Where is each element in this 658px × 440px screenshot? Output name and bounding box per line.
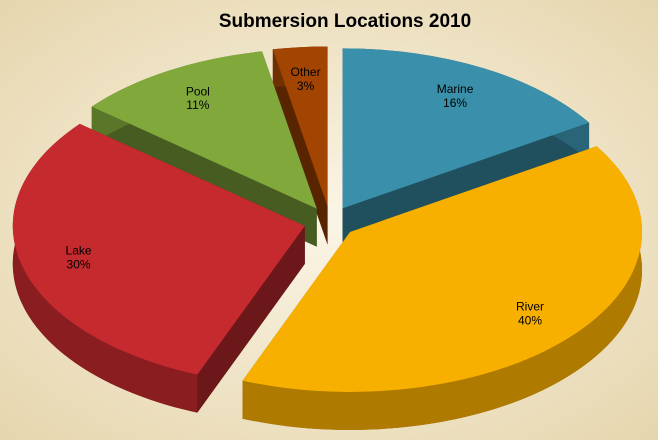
value-label: 40% [518, 314, 542, 328]
slice: Lake 30% [12, 123, 305, 413]
value-label: 30% [67, 258, 91, 272]
slice-side [242, 146, 643, 430]
slice [272, 46, 328, 207]
slice [12, 123, 305, 375]
value-label: 11% [186, 98, 209, 112]
category-label: Other [291, 65, 321, 79]
data-label: Pool 11% [186, 85, 210, 113]
data-label: Marine 16% [437, 82, 474, 110]
slice-side [272, 49, 328, 245]
slice: River 40% [242, 146, 643, 430]
category-label: Lake [66, 244, 92, 258]
chart-title: Submersion Locations 2010 [219, 11, 471, 32]
slice-side [12, 123, 198, 413]
value-label: 3% [297, 79, 315, 93]
data-label: River 40% [516, 300, 544, 328]
slice [242, 146, 643, 392]
slice [342, 48, 590, 209]
data-label: Lake 30% [66, 244, 92, 272]
category-label: Marine [437, 82, 474, 96]
category-label: River [516, 300, 544, 314]
category-label: Pool [186, 85, 210, 99]
data-label: Other 3% [291, 65, 321, 93]
slice [91, 51, 317, 209]
slice-side [197, 225, 305, 413]
value-label: 16% [443, 96, 467, 110]
